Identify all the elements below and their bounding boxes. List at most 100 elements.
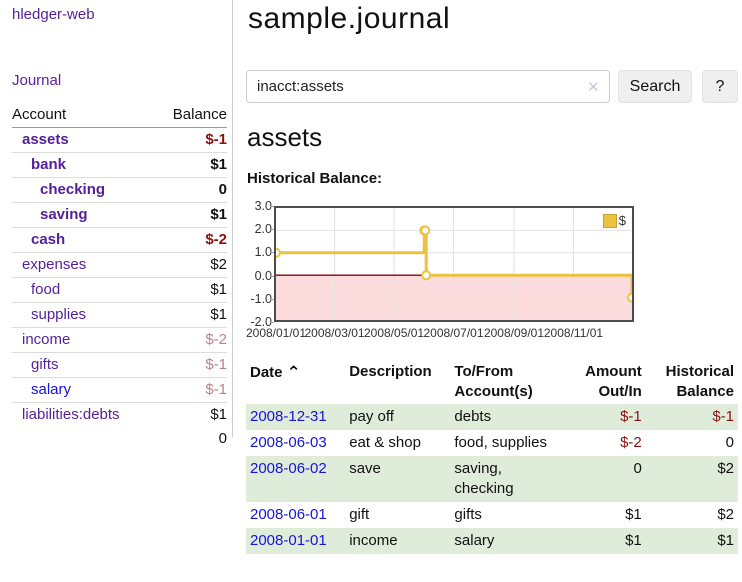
y-axis-tick-label: -2.0 xyxy=(250,315,272,329)
chart-plot: $ xyxy=(274,206,634,322)
account-link-expenses[interactable]: expenses xyxy=(22,256,87,273)
search-input[interactable] xyxy=(246,70,610,103)
y-axis-tick-mark xyxy=(270,206,274,207)
transaction-row: 2008-06-01 gift gifts $1 $2 xyxy=(246,502,738,528)
page-title: sample.journal xyxy=(248,2,451,35)
account-row: salary $-1 xyxy=(12,377,227,403)
transaction-description: pay off xyxy=(349,408,394,425)
account-balance: $1 xyxy=(154,402,227,427)
sort-asc-icon: ⌃ xyxy=(286,363,301,382)
account-link-saving[interactable]: saving xyxy=(40,206,88,223)
account-link-gifts[interactable]: gifts xyxy=(31,356,59,373)
column-header-balance: Historical Balance xyxy=(665,363,734,400)
account-link-income[interactable]: income xyxy=(22,331,71,348)
transaction-description: eat & shop xyxy=(349,434,421,451)
accounts-body: assets $-1 bank $1 checking 0 saving $1 cash $-2 e… xyxy=(12,128,227,427)
transaction-date-cell: 2008-06-02 xyxy=(246,456,345,502)
transactions-header-row: Date ⌃ Description To/From Account(s) Amo… xyxy=(246,360,738,404)
transaction-amount: 0 xyxy=(633,460,642,477)
transaction-accounts: salary xyxy=(454,532,495,549)
account-balance: $-1 xyxy=(205,131,227,148)
account-name-cell: income xyxy=(12,327,155,353)
x-axis-tick-label: 2008/03/01 xyxy=(304,326,365,340)
account-link-bank[interactable]: bank xyxy=(31,156,67,173)
account-name-cell: assets xyxy=(12,128,155,153)
account-name-cell: saving xyxy=(12,202,155,228)
account-balance: $-1 xyxy=(154,377,227,403)
clear-search-icon[interactable]: ✕ xyxy=(587,79,600,96)
account-balance: 0 xyxy=(154,177,227,203)
account-row: expenses $2 xyxy=(12,252,227,278)
transaction-amount: $1 xyxy=(625,506,642,523)
y-axis-tick-label: 0.0 xyxy=(254,268,272,283)
account-link-salary[interactable]: salary xyxy=(31,381,72,398)
transactions-body: 2008-12-31 pay off debts $-1 $-1 2008-06-03 ea… xyxy=(246,404,738,554)
accounts-total-value: 0 xyxy=(218,430,227,447)
help-button[interactable]: ? xyxy=(702,70,738,103)
account-balance: $2 xyxy=(154,252,227,278)
account-name-cell: bank xyxy=(12,152,155,178)
account-name-cell: gifts xyxy=(12,352,155,378)
accounts-total-row: 0 xyxy=(12,427,227,451)
account-name-cell: expenses xyxy=(12,252,155,278)
account-row: liabilities:debts $1 xyxy=(12,402,227,427)
transaction-date-link[interactable]: 2008-01-01 xyxy=(250,532,327,549)
account-name-cell: supplies xyxy=(12,302,155,328)
account-link-cash[interactable]: cash xyxy=(31,231,66,248)
transaction-row: 2008-06-02 save saving, checking 0 $2 xyxy=(246,456,738,502)
account-name-cell: food xyxy=(12,277,155,303)
account-link-supplies[interactable]: supplies xyxy=(31,306,87,323)
account-row: cash $-2 xyxy=(12,227,227,253)
chart-title: Historical Balance: xyxy=(247,170,383,187)
transaction-balance: $2 xyxy=(717,506,734,523)
account-row: income $-2 xyxy=(12,327,227,353)
app-title-link[interactable]: hledger-web xyxy=(12,6,95,23)
y-axis-tick-label: 3.0 xyxy=(254,199,272,213)
transaction-date-link[interactable]: 2008-06-03 xyxy=(250,434,327,451)
y-axis-tick-label: 2.0 xyxy=(254,222,272,237)
chart: $ 3.0 2.0 1.0 0.0 -1.0 -2.0 2008/01/01 2008/03/… xyxy=(246,196,742,346)
transaction-amount: $1 xyxy=(625,532,642,549)
account-balance: $-1 xyxy=(154,352,227,378)
account-balance: $1 xyxy=(154,277,227,303)
transaction-date-link[interactable]: 2008-06-02 xyxy=(250,460,327,477)
sidebar-item-journal[interactable]: Journal xyxy=(12,72,62,89)
account-name-cell: salary xyxy=(12,377,155,403)
account-link-liabilities-debts[interactable]: liabilities:debts xyxy=(22,406,120,423)
column-header-date[interactable]: Date ⌃ xyxy=(250,363,301,382)
transaction-accounts: saving, checking xyxy=(454,460,514,497)
y-axis-tick-label: 1.0 xyxy=(254,245,272,260)
transaction-balance: $-1 xyxy=(712,408,734,425)
x-axis-tick-label: 2008/01/01 xyxy=(245,326,307,340)
account-balance: $1 xyxy=(154,152,227,178)
column-header-accounts: To/From Account(s) xyxy=(454,363,533,400)
transaction-row: 2008-12-31 pay off debts $-1 $-1 xyxy=(246,404,738,430)
account-link-assets[interactable]: assets xyxy=(22,131,69,148)
sidebar: hledger-web Journal Account Balance asse… xyxy=(0,0,233,447)
accounts-table: Account Balance assets $-1 bank $1 checking 0… xyxy=(12,104,227,451)
search-button[interactable]: Search xyxy=(618,70,692,103)
transaction-date-link[interactable]: 2008-12-31 xyxy=(250,408,327,425)
accounts-header-account: Account xyxy=(12,104,155,128)
transactions-table: Date ⌃ Description To/From Account(s) Amo… xyxy=(246,360,738,554)
account-link-food[interactable]: food xyxy=(31,281,61,298)
transaction-amount: $-1 xyxy=(620,408,642,425)
transaction-accounts: gifts xyxy=(454,506,482,523)
account-balance: $-2 xyxy=(154,227,227,253)
transaction-date-link[interactable]: 2008-06-01 xyxy=(250,506,327,523)
legend-label: $ xyxy=(618,213,626,228)
transaction-row: 2008-06-03 eat & shop food, supplies $-2 0 xyxy=(246,430,738,456)
y-axis-tick-mark xyxy=(270,298,274,300)
account-row: saving $1 xyxy=(12,202,227,228)
y-axis-tick-label: -1.0 xyxy=(250,291,272,306)
transaction-description: save xyxy=(349,460,381,477)
legend-swatch-icon xyxy=(602,213,617,228)
account-row: bank $1 xyxy=(12,152,227,178)
transaction-description: income xyxy=(349,532,398,549)
account-balance: $1 xyxy=(154,202,227,228)
account-heading: assets xyxy=(247,122,323,152)
x-axis-tick-label: 2008/11/01 xyxy=(543,326,604,340)
account-link-checking[interactable]: checking xyxy=(40,181,106,198)
transaction-date-cell: 2008-01-01 xyxy=(246,528,345,554)
account-row: assets $-1 xyxy=(12,128,227,153)
